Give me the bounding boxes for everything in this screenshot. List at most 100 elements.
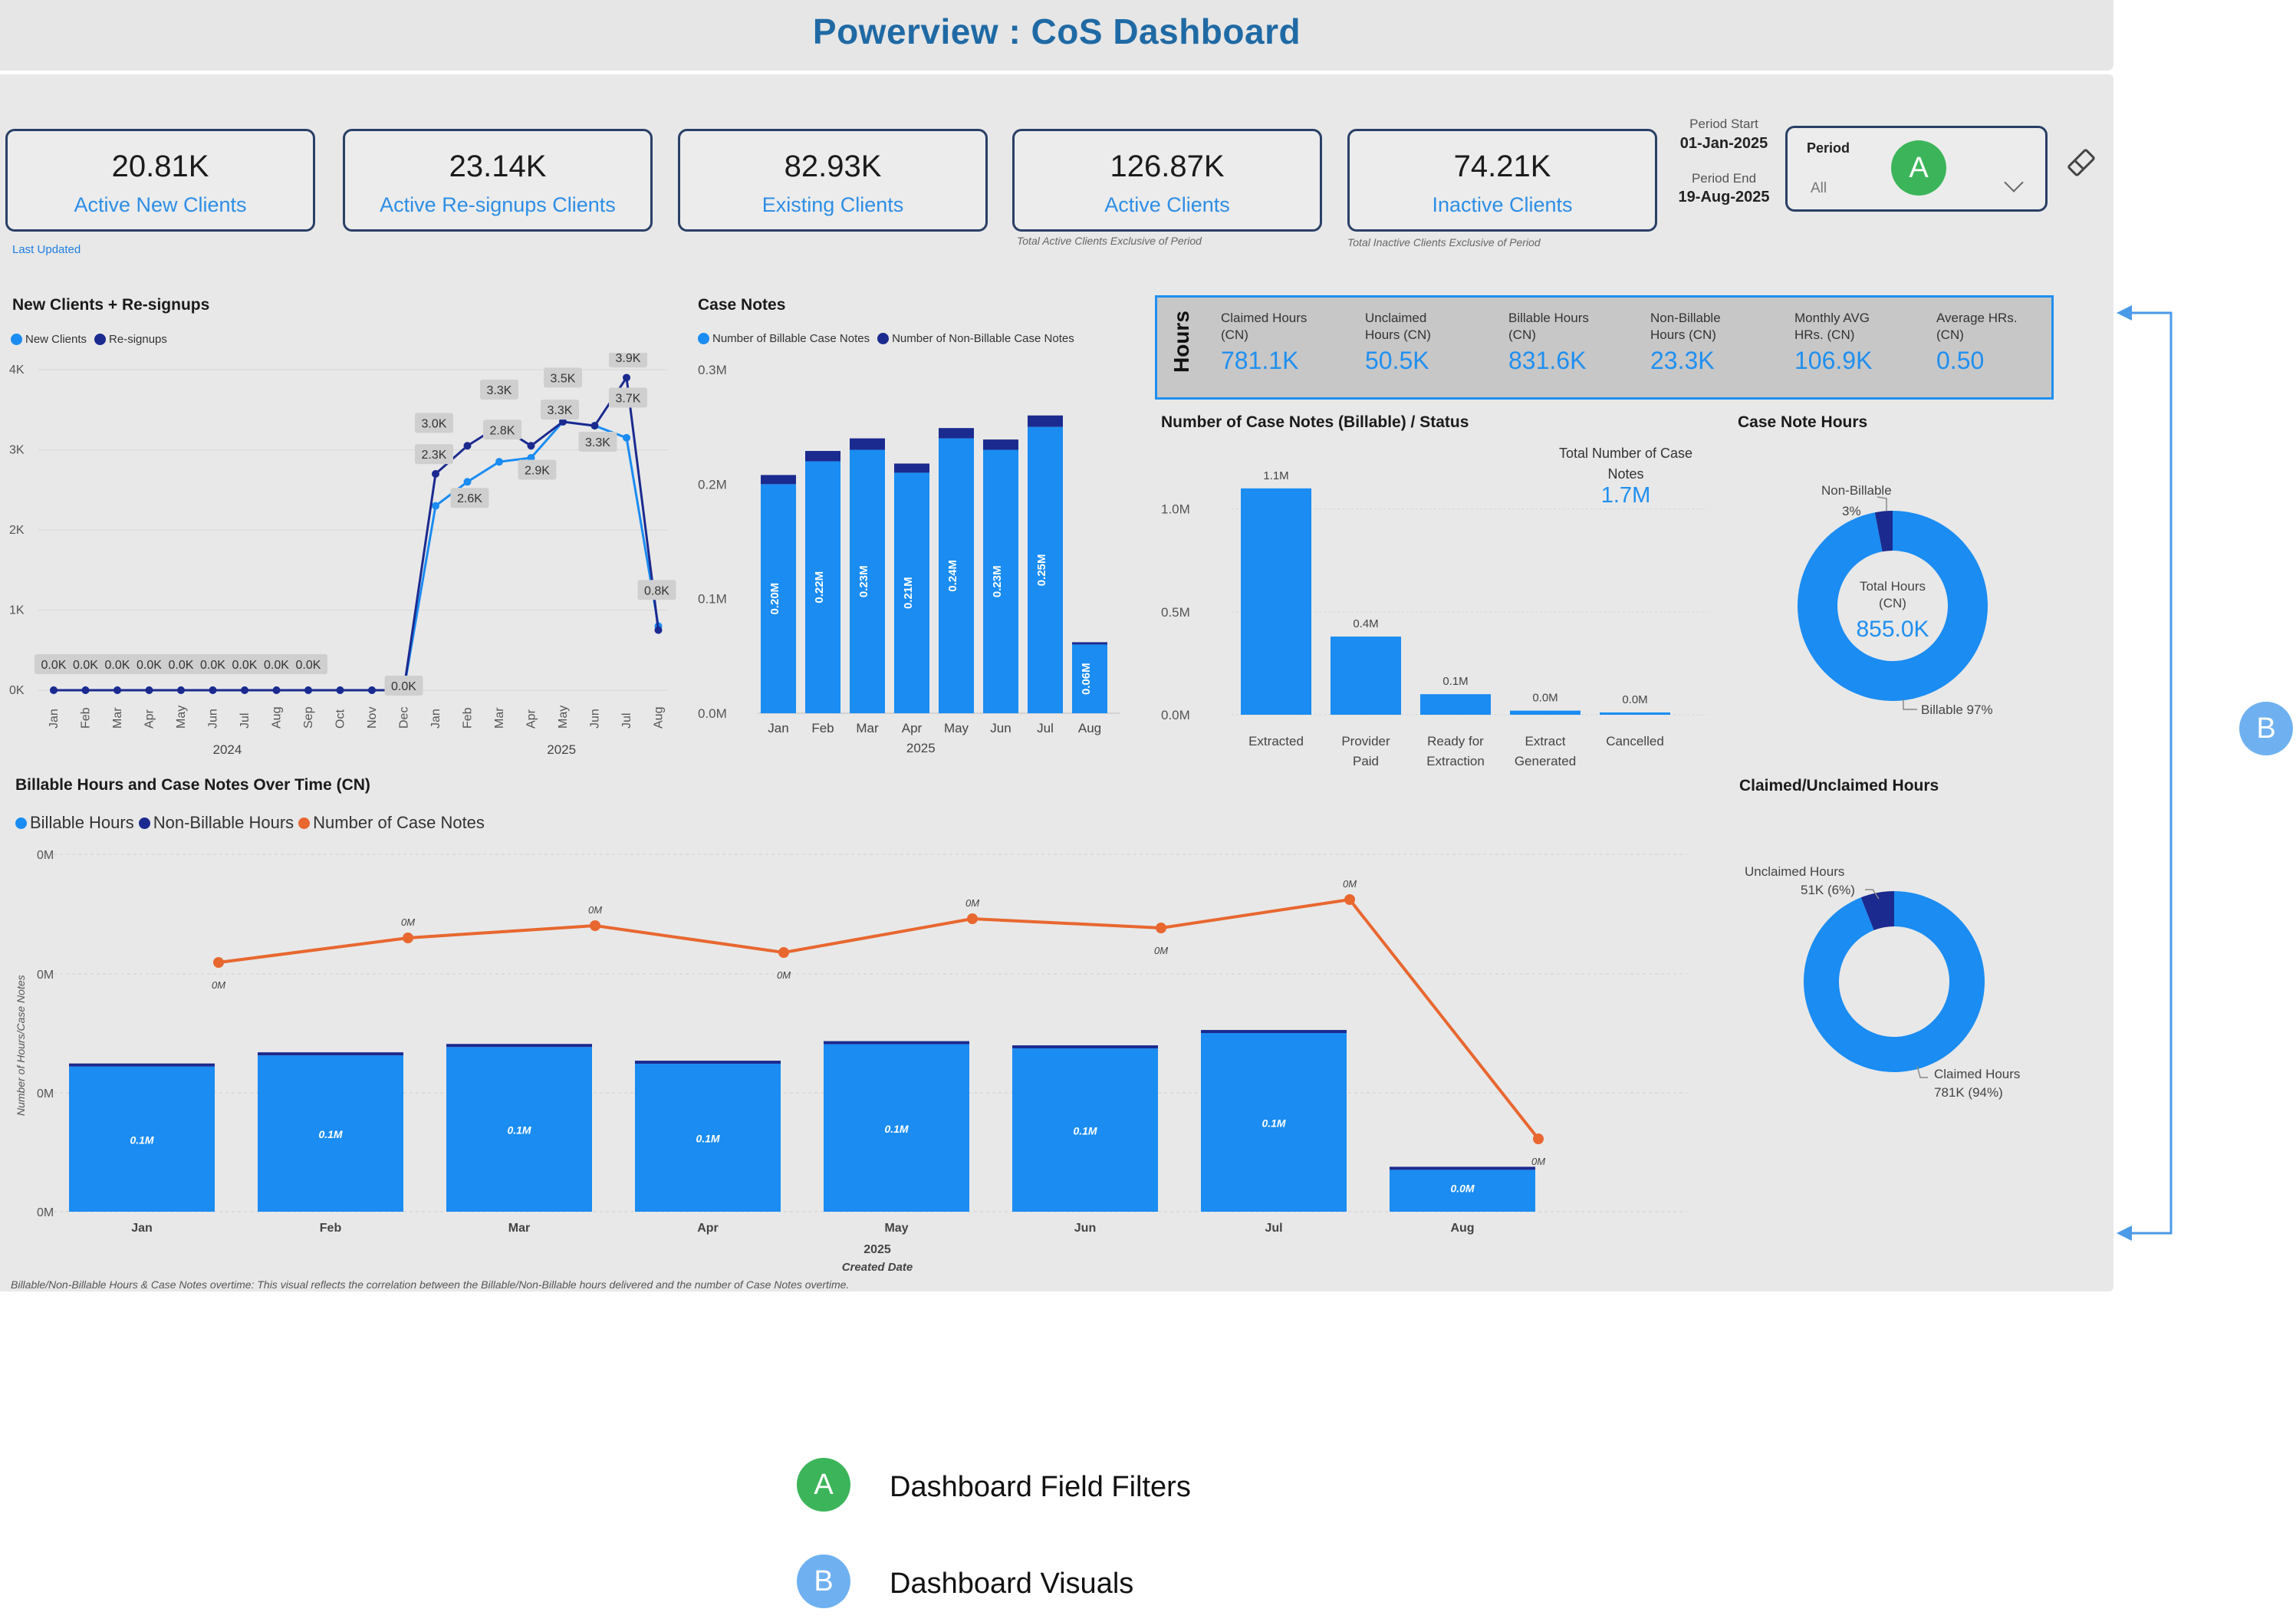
y-tick-label: 2K bbox=[9, 524, 25, 537]
case-notes-chart[interactable]: 0.0M 0.1M 0.2M 0.3M 0.20M Jan 0.22M Feb 0.23M Mar… bbox=[690, 353, 1127, 767]
kpi-card-existing-clients[interactable]: 82.93K Existing Clients bbox=[678, 129, 988, 232]
period-start-label: Period Start bbox=[1689, 117, 1758, 131]
data-point bbox=[778, 947, 789, 958]
total-case-notes-value: 1.7M bbox=[1600, 483, 1651, 508]
bar-billable bbox=[761, 484, 796, 713]
data-point bbox=[654, 626, 663, 634]
period-filter-value[interactable]: All bbox=[1811, 180, 1827, 196]
data-label: 0.0K bbox=[105, 659, 130, 672]
bar-non-billable-hours bbox=[635, 1061, 781, 1064]
bar-data-label: 0.06M bbox=[1080, 663, 1093, 695]
kpi-card-inactive-clients[interactable]: 74.21K Inactive Clients bbox=[1347, 129, 1657, 232]
x-tick-label: Apr bbox=[902, 721, 923, 735]
bar-billable-hours bbox=[635, 1064, 781, 1212]
status-bar bbox=[1241, 488, 1311, 715]
y-tick-label: 0M bbox=[37, 1206, 54, 1219]
x-tick-label: May bbox=[884, 1222, 908, 1235]
new-clients-title: New Clients + Re-signups bbox=[12, 296, 210, 314]
x-tick-label: Apr bbox=[697, 1222, 719, 1235]
y-tick-label: 0.3M bbox=[698, 363, 727, 377]
y-tick-label: 4K bbox=[9, 364, 25, 377]
period-end-label: Period End bbox=[1691, 171, 1757, 186]
eraser-icon[interactable] bbox=[2064, 146, 2098, 179]
new-clients-chart[interactable]: 0K 1K 2K 3K 4K Jan Feb Mar Apr May Jun Jul Aug Sep Oct… bbox=[0, 353, 690, 767]
y-tick-label: 0.0M bbox=[698, 706, 727, 721]
bar-data-label: 0.0M bbox=[1450, 1183, 1474, 1195]
claimed-unclaimed-donut[interactable]: Unclaimed Hours 51K (6%) Claimed Hours 781K… bbox=[1733, 851, 2055, 1112]
chevron-down-icon[interactable] bbox=[2004, 173, 2024, 192]
kpi-card-active-clients[interactable]: 126.87K Active Clients bbox=[1012, 129, 1322, 232]
case-note-hours-donut[interactable]: Total Hours (CN) 855.0K Non-Billable 3% Billa… bbox=[1733, 460, 2055, 736]
status-bar bbox=[1510, 710, 1581, 715]
bar-data-label: 0.0M bbox=[1622, 693, 1647, 706]
bar-billable-hours bbox=[69, 1066, 215, 1212]
bar-billable bbox=[939, 438, 974, 713]
data-label-box bbox=[483, 419, 521, 440]
bar-data-label: 0.1M bbox=[1442, 675, 1468, 688]
kpi-card-active-resignups[interactable]: 23.14K Active Re-signups Clients bbox=[343, 129, 653, 232]
legend-billable-case-notes: Number of Billable Case Notes bbox=[698, 332, 870, 345]
x-tick-label: Aug bbox=[1078, 721, 1101, 735]
badge-a-icon: A bbox=[1891, 140, 1946, 196]
data-point bbox=[463, 442, 472, 450]
billable-hours-footnote: Billable/Non-Billable Hours & Case Notes… bbox=[11, 1278, 850, 1291]
y-tick-label: 0M bbox=[37, 1087, 54, 1101]
x-tick-label: Jan bbox=[429, 709, 442, 729]
bar-non-billable-hours bbox=[1390, 1166, 1535, 1170]
data-label: 0.0K bbox=[232, 659, 258, 672]
x-tick-label: May bbox=[175, 706, 188, 729]
bar-data-label: 0.21M bbox=[902, 577, 915, 609]
bar-data-label: 0.24M bbox=[946, 560, 959, 592]
data-label: 2.8K bbox=[490, 424, 515, 437]
hours-stat-non-billable: Non-Billable Hours (CN) 23.3K bbox=[1650, 311, 1721, 374]
x-axis-title: 2025 bbox=[906, 741, 936, 755]
bar-data-label: 0.22M bbox=[813, 571, 826, 604]
leader-line bbox=[1916, 1065, 1928, 1078]
billable-hours-chart[interactable]: 0M 0M 0M 0M Number of Hours/Case Notes 0.1M Ja… bbox=[0, 840, 1710, 1277]
data-label: 2.6K bbox=[457, 492, 482, 505]
case-notes-status-title: Number of Case Notes (Billable) / Status bbox=[1161, 413, 1469, 431]
line-data-label: 0M bbox=[1531, 1156, 1545, 1167]
legend-badge-a-icon: A bbox=[797, 1458, 850, 1512]
line-data-label: 0M bbox=[212, 979, 225, 991]
y-tick-label: 0.0M bbox=[1161, 708, 1190, 722]
bar-non-billable bbox=[939, 428, 974, 439]
bar-billable bbox=[983, 449, 1018, 713]
last-updated-link[interactable]: Last Updated bbox=[12, 243, 81, 256]
x-tick-label: Mar bbox=[856, 721, 879, 735]
period-filter[interactable]: Period All A bbox=[1785, 126, 2048, 212]
kpi-label: Active New Clients bbox=[74, 193, 247, 216]
case-notes-status-chart[interactable]: 0.0M 0.5M 1.0M 1.1M Extracted 0.4M Provider Pai… bbox=[1155, 437, 1707, 775]
donut-label: 51K (6%) bbox=[1801, 883, 1855, 897]
data-label: 0.0K bbox=[391, 680, 416, 693]
data-label: 0.0K bbox=[264, 659, 289, 672]
legend-new-clients: New Clients bbox=[11, 333, 87, 346]
data-label-box bbox=[578, 431, 617, 452]
kpi-value: 23.14K bbox=[449, 150, 547, 183]
data-label-box bbox=[193, 654, 232, 674]
bar-non-billable bbox=[761, 475, 796, 485]
x-tick-label: Extract bbox=[1525, 734, 1566, 748]
data-point bbox=[527, 453, 535, 462]
y-tick-label: 1.0M bbox=[1161, 502, 1190, 517]
data-label-box bbox=[609, 353, 647, 368]
data-point bbox=[967, 913, 978, 924]
visuals-bracket-top bbox=[2117, 305, 2173, 483]
x-tick-label: Dec bbox=[398, 707, 411, 729]
data-point bbox=[403, 933, 413, 943]
bar-non-billable bbox=[983, 439, 1018, 450]
data-label: 0.0K bbox=[169, 659, 194, 672]
data-label: 3.0K bbox=[422, 418, 447, 431]
title-bar: Powerview : CoS Dashboard bbox=[0, 0, 2113, 71]
x-tick-label: Extracted bbox=[1248, 734, 1304, 748]
data-label: 3.3K bbox=[585, 436, 610, 449]
x-tick-label: May bbox=[557, 706, 570, 729]
x-tick-label: Jul bbox=[620, 713, 633, 729]
data-point bbox=[1344, 894, 1355, 905]
data-point bbox=[304, 686, 312, 694]
kpi-card-active-new-clients[interactable]: 20.81K Active New Clients bbox=[5, 129, 315, 232]
legend-number-of-case-notes: Number of Case Notes bbox=[298, 813, 485, 833]
data-label-box bbox=[415, 413, 453, 433]
x-tick-label: Apr bbox=[525, 709, 538, 729]
bar-data-label: 0.20M bbox=[768, 583, 781, 615]
